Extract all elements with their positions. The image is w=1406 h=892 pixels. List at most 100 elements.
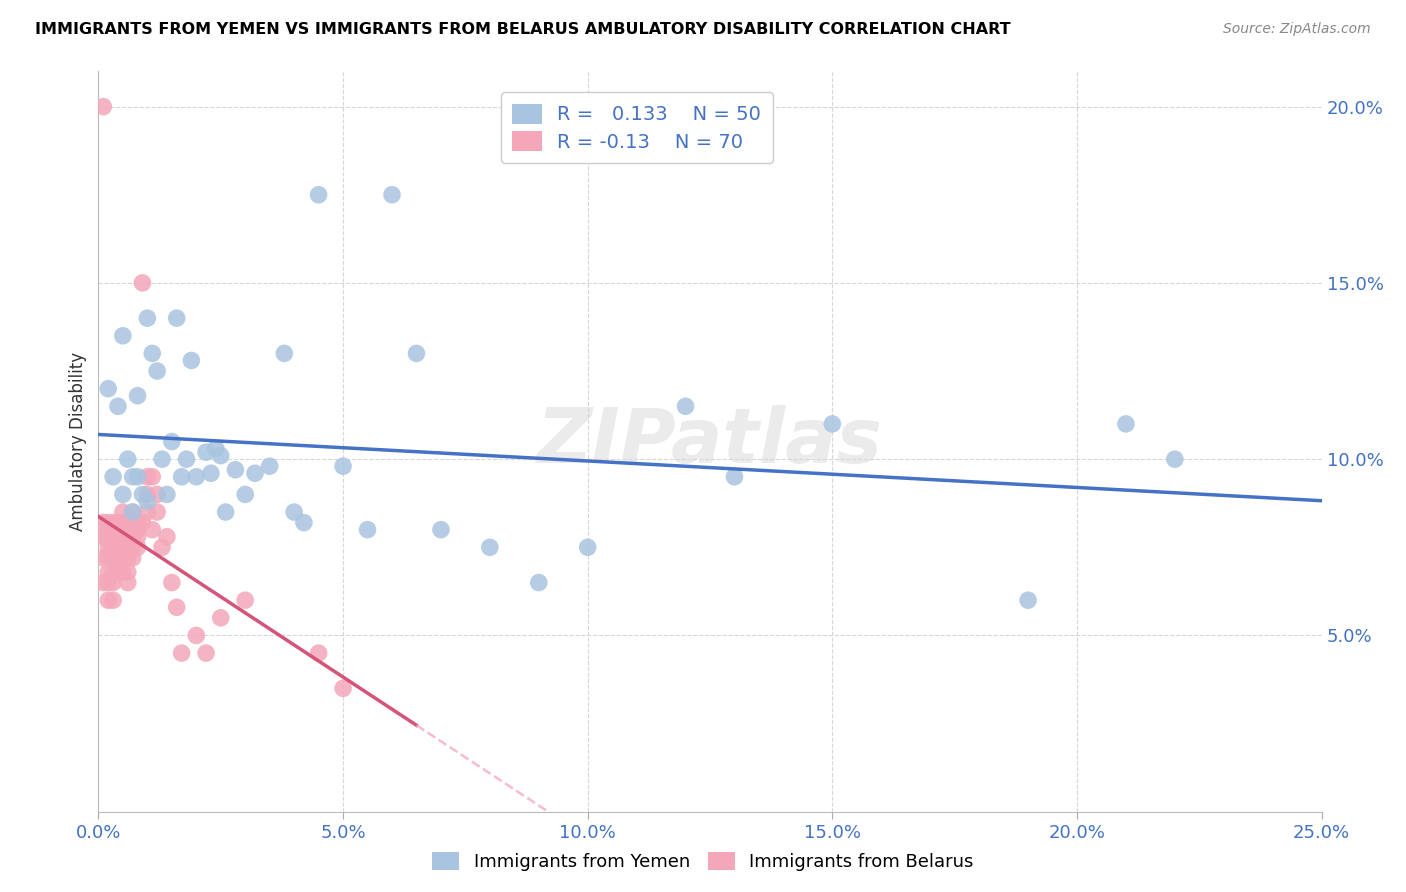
Point — [111, 523, 134, 537]
Point — [117, 530, 139, 544]
Point — [273, 346, 295, 360]
Point — [209, 449, 232, 463]
Point — [97, 526, 120, 541]
Point — [107, 516, 129, 530]
Point — [136, 505, 159, 519]
Point — [233, 593, 256, 607]
Legend: R =   0.133    N = 50, R = -0.13    N = 70: R = 0.133 N = 50, R = -0.13 N = 70 — [501, 92, 773, 163]
Point — [131, 516, 153, 530]
Point — [160, 434, 183, 449]
Point — [97, 550, 120, 565]
Point — [146, 505, 169, 519]
Point — [111, 530, 134, 544]
Point — [332, 459, 354, 474]
Point — [381, 187, 404, 202]
Point — [243, 467, 266, 481]
Point — [121, 530, 143, 544]
Point — [166, 600, 188, 615]
Point — [209, 611, 232, 625]
Point — [121, 523, 143, 537]
Point — [160, 575, 183, 590]
Point — [180, 353, 202, 368]
Point — [101, 565, 124, 579]
Point — [156, 487, 179, 501]
Point — [107, 550, 129, 565]
Point — [127, 516, 149, 530]
Point — [111, 565, 134, 579]
Point — [101, 530, 124, 544]
Point — [675, 399, 697, 413]
Point — [91, 550, 114, 565]
Point — [91, 575, 114, 590]
Point — [186, 470, 208, 484]
Point — [1017, 593, 1039, 607]
Point — [111, 516, 134, 530]
Point — [101, 550, 124, 565]
Point — [131, 276, 153, 290]
Point — [111, 550, 134, 565]
Point — [97, 575, 120, 590]
Point — [141, 346, 163, 360]
Text: ZIPatlas: ZIPatlas — [537, 405, 883, 478]
Point — [127, 523, 149, 537]
Point — [576, 541, 599, 555]
Point — [97, 533, 120, 548]
Point — [101, 593, 124, 607]
Point — [292, 516, 315, 530]
Point — [146, 364, 169, 378]
Point — [527, 575, 550, 590]
Point — [97, 382, 120, 396]
Point — [91, 530, 114, 544]
Point — [259, 459, 281, 474]
Point — [156, 530, 179, 544]
Point — [107, 541, 129, 555]
Point — [136, 494, 159, 508]
Point — [146, 487, 169, 501]
Text: Source: ZipAtlas.com: Source: ZipAtlas.com — [1223, 22, 1371, 37]
Point — [107, 565, 129, 579]
Point — [107, 399, 129, 413]
Point — [127, 541, 149, 555]
Point — [308, 187, 330, 202]
Point — [131, 487, 153, 501]
Point — [224, 463, 246, 477]
Point — [136, 470, 159, 484]
Point — [150, 541, 173, 555]
Point — [117, 575, 139, 590]
Point — [121, 505, 143, 519]
Point — [200, 467, 222, 481]
Point — [821, 417, 844, 431]
Point — [141, 523, 163, 537]
Point — [121, 550, 143, 565]
Point — [97, 541, 120, 555]
Point — [107, 523, 129, 537]
Point — [332, 681, 354, 696]
Point — [127, 470, 149, 484]
Point — [1115, 417, 1137, 431]
Point — [214, 505, 236, 519]
Point — [117, 523, 139, 537]
Point — [97, 593, 120, 607]
Point — [166, 311, 188, 326]
Point — [111, 505, 134, 519]
Point — [405, 346, 427, 360]
Point — [127, 530, 149, 544]
Point — [91, 516, 114, 530]
Point — [233, 487, 256, 501]
Point — [127, 389, 149, 403]
Point — [101, 575, 124, 590]
Point — [283, 505, 305, 519]
Point — [430, 523, 453, 537]
Point — [91, 100, 114, 114]
Point — [111, 487, 134, 501]
Point — [117, 565, 139, 579]
Point — [97, 516, 120, 530]
Point — [136, 311, 159, 326]
Point — [195, 646, 218, 660]
Point — [356, 523, 378, 537]
Point — [170, 470, 193, 484]
Text: IMMIGRANTS FROM YEMEN VS IMMIGRANTS FROM BELARUS AMBULATORY DISABILITY CORRELATI: IMMIGRANTS FROM YEMEN VS IMMIGRANTS FROM… — [35, 22, 1011, 37]
Point — [121, 470, 143, 484]
Point — [101, 470, 124, 484]
Point — [117, 452, 139, 467]
